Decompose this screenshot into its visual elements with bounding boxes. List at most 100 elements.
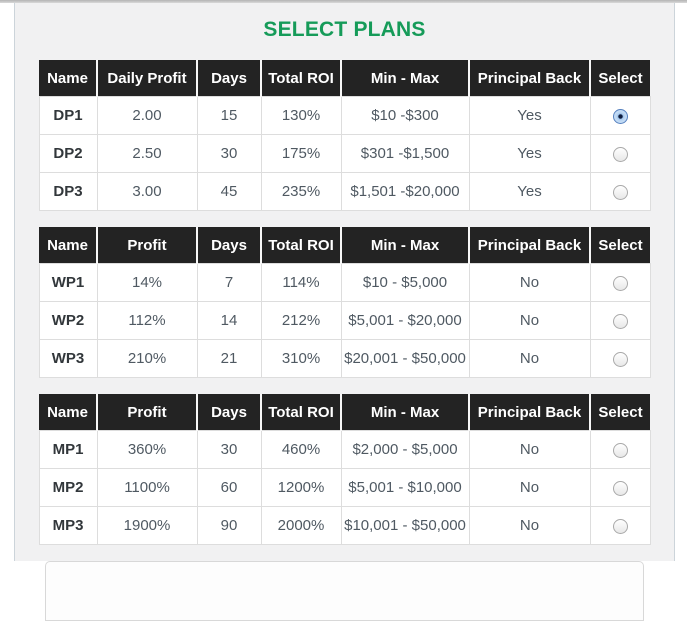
column-header-days: Days [197, 394, 261, 431]
column-header-min_max: Min - Max [341, 60, 469, 97]
plan-select-radio[interactable] [613, 519, 628, 534]
plan-profit-cell: 1100% [97, 469, 197, 507]
plan-min-max-cell: $5,001 - $10,000 [341, 469, 469, 507]
plan-select-radio[interactable] [613, 443, 628, 458]
column-header-name: Name [39, 227, 97, 264]
plan-select-cell [590, 340, 650, 378]
plan-select-cell [590, 264, 650, 302]
plan-days-cell: 30 [197, 135, 261, 173]
column-header-total_roi: Total ROI [261, 394, 341, 431]
column-header-select: Select [590, 394, 650, 431]
plan-select-cell [590, 135, 650, 173]
bottom-panel [45, 561, 644, 621]
plan-principal-back-cell: No [469, 469, 590, 507]
plan-name-cell: MP1 [39, 431, 97, 469]
plan-min-max-cell: $301 -$1,500 [341, 135, 469, 173]
plan-name-cell: MP3 [39, 507, 97, 545]
plan-select-radio[interactable] [613, 185, 628, 200]
plan-name-cell: WP1 [39, 264, 97, 302]
plan-name-cell: DP3 [39, 173, 97, 211]
plan-min-max-cell: $10 - $5,000 [341, 264, 469, 302]
plan-select-cell [590, 302, 650, 340]
plan-name-cell: WP3 [39, 340, 97, 378]
column-header-principal_back: Principal Back [469, 394, 590, 431]
plan-total-roi-cell: 460% [261, 431, 341, 469]
plan-days-cell: 21 [197, 340, 261, 378]
plan-profit-cell: 14% [97, 264, 197, 302]
page-title: SELECT PLANS [15, 17, 674, 43]
plan-days-cell: 14 [197, 302, 261, 340]
plan-profit-cell: 2.00 [97, 97, 197, 135]
column-header-total_roi: Total ROI [261, 60, 341, 97]
plan-principal-back-cell: Yes [469, 97, 590, 135]
column-header-select: Select [590, 60, 650, 97]
plan-profit-cell: 360% [97, 431, 197, 469]
plan-min-max-cell: $10,001 - $50,000 [341, 507, 469, 545]
plan-min-max-cell: $20,001 - $50,000 [341, 340, 469, 378]
plan-principal-back-cell: No [469, 264, 590, 302]
plan-select-cell [590, 97, 650, 135]
plan-select-cell [590, 469, 650, 507]
plan-select-radio[interactable] [613, 481, 628, 496]
column-header-profit: Profit [97, 394, 197, 431]
column-header-principal_back: Principal Back [469, 60, 590, 97]
plan-principal-back-cell: Yes [469, 135, 590, 173]
column-header-days: Days [197, 60, 261, 97]
plan-principal-back-cell: No [469, 302, 590, 340]
plan-principal-back-cell: No [469, 340, 590, 378]
plan-select-radio[interactable] [613, 276, 628, 291]
column-header-total_roi: Total ROI [261, 227, 341, 264]
plan-days-cell: 45 [197, 173, 261, 211]
plan-select-cell [590, 507, 650, 545]
plan-name-cell: DP2 [39, 135, 97, 173]
plan-days-cell: 90 [197, 507, 261, 545]
plan-total-roi-cell: 114% [261, 264, 341, 302]
plan-select-radio[interactable] [613, 109, 628, 124]
column-header-min_max: Min - Max [341, 227, 469, 264]
plan-profit-cell: 2.50 [97, 135, 197, 173]
plan-total-roi-cell: 2000% [261, 507, 341, 545]
plan-select-radio[interactable] [613, 352, 628, 367]
column-header-profit: Daily Profit [97, 60, 197, 97]
plan-profit-cell: 210% [97, 340, 197, 378]
column-header-min_max: Min - Max [341, 394, 469, 431]
plan-principal-back-cell: No [469, 431, 590, 469]
plan-total-roi-cell: 175% [261, 135, 341, 173]
plan-min-max-cell: $1,501 -$20,000 [341, 173, 469, 211]
plan-principal-back-cell: Yes [469, 173, 590, 211]
plan-name-cell: WP2 [39, 302, 97, 340]
column-header-name: Name [39, 394, 97, 431]
plan-days-cell: 15 [197, 97, 261, 135]
plan-total-roi-cell: 1200% [261, 469, 341, 507]
column-header-days: Days [197, 227, 261, 264]
column-header-profit: Profit [97, 227, 197, 264]
plan-name-cell: MP2 [39, 469, 97, 507]
column-header-name: Name [39, 60, 97, 97]
plan-select-cell [590, 431, 650, 469]
plan-select-radio[interactable] [613, 147, 628, 162]
plan-min-max-cell: $10 -$300 [341, 97, 469, 135]
plan-select-cell [590, 173, 650, 211]
plan-days-cell: 30 [197, 431, 261, 469]
plan-total-roi-cell: 310% [261, 340, 341, 378]
plan-min-max-cell: $2,000 - $5,000 [341, 431, 469, 469]
column-header-principal_back: Principal Back [469, 227, 590, 264]
plan-profit-cell: 112% [97, 302, 197, 340]
plan-total-roi-cell: 212% [261, 302, 341, 340]
plan-select-radio[interactable] [613, 314, 628, 329]
plan-profit-cell: 3.00 [97, 173, 197, 211]
